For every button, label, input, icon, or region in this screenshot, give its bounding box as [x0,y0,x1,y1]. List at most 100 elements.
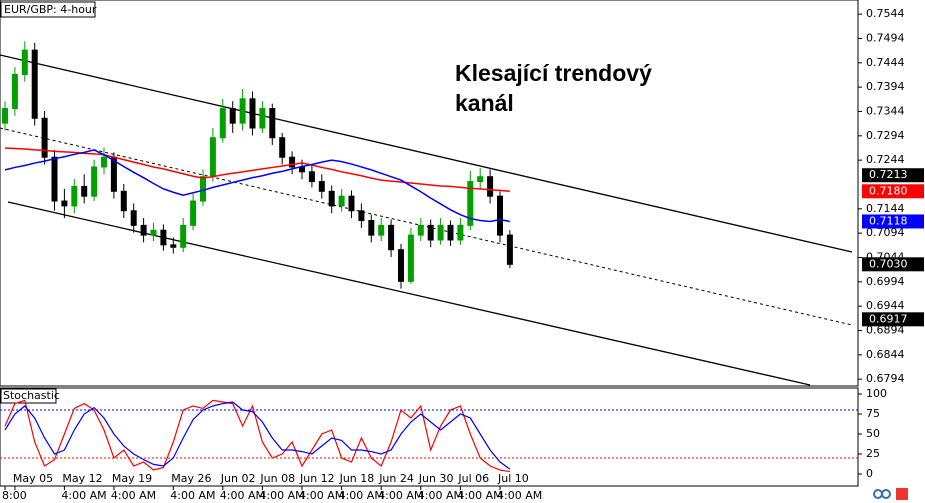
candle-body [130,210,137,226]
price-tag-label: 0.7030 [869,257,908,270]
stoch-line [4,401,511,470]
x-tick-label: May 12 [62,472,102,485]
y-tick-label: 0.7344 [866,104,905,117]
candle-body [289,156,296,168]
candle-body [160,229,167,246]
candle-body [378,224,385,236]
y-tick-label: 75 [866,407,880,420]
candle-body [269,108,276,139]
y-tick-label: 0.6994 [866,275,905,288]
price-tag [862,312,924,327]
candle-body [31,49,38,119]
x-time-label: 4:00 AM [111,489,156,502]
candle-body [81,185,88,197]
y-tick-label: 25 [866,447,880,460]
x-tick-label: May 05 [13,472,53,485]
price-tag [862,184,924,199]
x-time-label: 4:00 AM [339,489,384,502]
x-tick-label: May 19 [112,472,152,485]
x-time-label: 4:00 AM [61,489,106,502]
candle-body [467,181,474,226]
x-time-label: 4:00 AM [457,489,502,502]
candle-body [328,190,335,207]
candle-body [457,224,464,241]
candle-body [259,108,266,129]
toolbar-icon[interactable] [873,488,908,500]
candle-body [140,224,147,236]
channel-upper [0,54,853,253]
x-tick-label: Jul 06 [457,472,489,485]
x-tick-label: Jun 12 [299,472,335,485]
y-tick-label: 0.7494 [866,31,905,44]
price-tag-label: 0.7118 [869,214,908,227]
candle-body [437,224,444,241]
candle-body [348,195,355,212]
x-tick-label: Jun 30 [418,472,454,485]
y-tick-label: 50 [866,427,880,440]
x-tick-label: May 26 [171,472,211,485]
moving-average [4,149,511,223]
price-tag [862,257,924,272]
y-tick-label: 0.7094 [866,226,905,239]
y-tick-label: 0.7444 [866,56,905,69]
candle-body [279,137,286,158]
title-box [0,1,96,18]
candle-body [91,166,98,197]
x-time-label: 4:00 AM [378,489,423,502]
stoch-title: Stochastic [3,389,60,402]
close-icon[interactable] [896,488,908,500]
x-tick-label: Jun 18 [339,472,375,485]
x-time-label: 4:00 AM [220,489,265,502]
moving-average [4,147,510,193]
channel-mid [0,127,853,326]
x-time-label: 4:00 AM [259,489,304,502]
candle-body [477,176,484,183]
x-time-label: 8:00 [2,489,27,502]
candle-body [299,166,305,173]
link-icon[interactable] [881,489,891,499]
candle-body [388,224,395,251]
y-tick-label: 0.7294 [866,129,905,142]
candle-body [101,156,107,168]
candle-body [170,244,177,248]
y-tick-label: 0 [866,467,873,480]
y-tick-label: 100 [866,387,887,400]
candle-body [21,49,28,75]
link-icon[interactable] [873,489,883,499]
candle-body [308,171,315,183]
main-frame [0,0,859,387]
x-tick-label: Jun 08 [259,472,295,485]
candle-body [318,181,325,192]
candle-body [120,190,127,212]
candle-body [209,137,216,178]
price-tag [862,168,924,183]
y-tick-label: 0.6944 [866,299,905,312]
candle-body [180,224,187,248]
price-tag [862,214,924,229]
y-tick-label: 0.6844 [866,348,905,361]
annotation: Klesající trendový kanál [455,60,652,116]
y-tick-label: 0.7394 [866,80,905,93]
candle-body [358,210,365,222]
candle-body [2,108,8,124]
channel-lower [7,201,811,386]
candle-body [417,224,424,236]
candle-body [41,117,48,158]
candle-body [200,176,206,202]
candle-body [447,224,454,241]
candle-body [71,185,78,207]
candle-body [61,200,68,207]
x-time-label: 4:00 AM [170,489,215,502]
y-tick-label: 0.6794 [866,372,905,385]
candle-body [398,249,404,282]
candle-body [487,176,494,197]
y-tick-label: 0.7244 [866,153,905,166]
x-time-label: 4:00 AM [299,489,344,502]
y-tick-label: 0.7544 [866,7,905,20]
candle-body [150,229,157,236]
price-tag-label: 0.7180 [869,184,908,197]
stoch-title-box [0,388,57,404]
x-time-label: 4:00 AM [418,489,463,502]
candle-body [497,195,503,236]
